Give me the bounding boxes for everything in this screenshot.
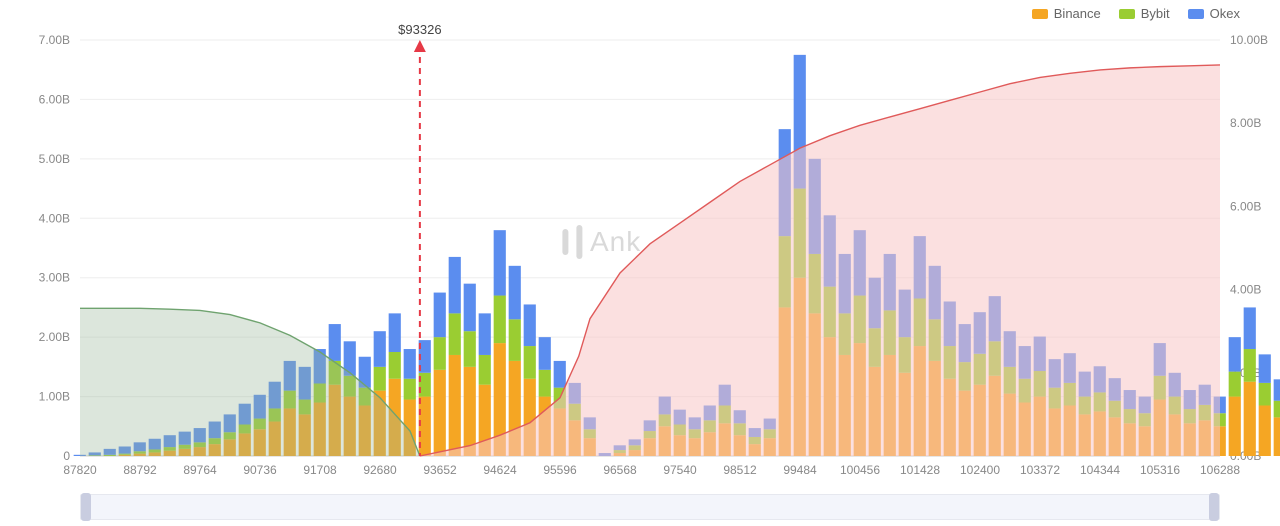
svg-text:92680: 92680 [363, 463, 397, 477]
svg-text:1.00B: 1.00B [39, 390, 70, 404]
svg-text:10.00B: 10.00B [1230, 33, 1268, 47]
svg-text:93652: 93652 [423, 463, 457, 477]
legend-swatch-okex [1188, 9, 1204, 19]
legend-label: Binance [1054, 6, 1101, 21]
svg-text:90736: 90736 [243, 463, 277, 477]
svg-text:8.00B: 8.00B [1230, 116, 1261, 130]
svg-text:97540: 97540 [663, 463, 697, 477]
svg-text:101428: 101428 [900, 463, 940, 477]
svg-text:$93326: $93326 [398, 22, 441, 37]
svg-text:6.00B: 6.00B [1230, 199, 1261, 213]
svg-text:87820: 87820 [63, 463, 97, 477]
legend-item-bybit[interactable]: Bybit [1119, 6, 1170, 21]
legend: Binance Bybit Okex [1032, 6, 1240, 21]
svg-text:7.00B: 7.00B [39, 33, 70, 47]
svg-text:104344: 104344 [1080, 463, 1120, 477]
svg-text:102400: 102400 [960, 463, 1000, 477]
legend-item-binance[interactable]: Binance [1032, 6, 1101, 21]
svg-text:6.00B: 6.00B [39, 92, 70, 106]
svg-text:94624: 94624 [483, 463, 517, 477]
legend-swatch-bybit [1119, 9, 1135, 19]
svg-text:5.00B: 5.00B [39, 152, 70, 166]
svg-text:4.00B: 4.00B [1230, 283, 1261, 297]
range-slider-handle-left[interactable] [81, 493, 91, 521]
svg-text:3.00B: 3.00B [39, 271, 70, 285]
range-slider[interactable] [80, 494, 1220, 520]
svg-text:99484: 99484 [783, 463, 817, 477]
svg-text:105316: 105316 [1140, 463, 1180, 477]
range-slider-handle-right[interactable] [1209, 493, 1219, 521]
svg-text:98512: 98512 [723, 463, 757, 477]
svg-text:96568: 96568 [603, 463, 637, 477]
svg-text:4.00B: 4.00B [39, 211, 70, 225]
svg-text:88792: 88792 [123, 463, 157, 477]
svg-text:100456: 100456 [840, 463, 880, 477]
svg-text:89764: 89764 [183, 463, 217, 477]
svg-text:0: 0 [63, 449, 70, 463]
svg-text:91708: 91708 [303, 463, 337, 477]
svg-text:2.00B: 2.00B [39, 330, 70, 344]
chart-container: Binance Bybit Okex Ank 01.00B2.00B3.00B4… [0, 0, 1280, 526]
svg-text:95596: 95596 [543, 463, 577, 477]
legend-swatch-binance [1032, 9, 1048, 19]
svg-text:106288: 106288 [1200, 463, 1240, 477]
chart-svg: 01.00B2.00B3.00B4.00B5.00B6.00B7.00B0.00… [0, 0, 1280, 526]
legend-label: Bybit [1141, 6, 1170, 21]
svg-text:103372: 103372 [1020, 463, 1060, 477]
legend-item-okex[interactable]: Okex [1188, 6, 1240, 21]
legend-label: Okex [1210, 6, 1240, 21]
